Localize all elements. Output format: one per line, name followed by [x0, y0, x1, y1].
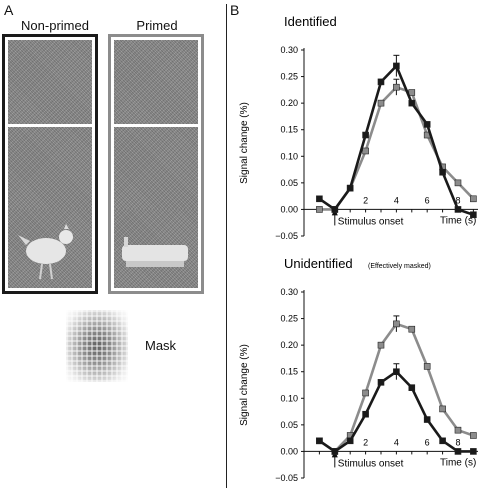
c0-y-tick-label: 0.05: [280, 178, 298, 188]
panel-divider: [226, 4, 227, 488]
c1-x-tick-label: 2: [363, 437, 368, 447]
c1-series-0-point: [423, 416, 431, 423]
c0-y-tick-label: 0.25: [280, 72, 298, 82]
c0-x-tick-label: 4: [394, 195, 399, 205]
c0-x-tick-label: 6: [425, 195, 430, 205]
c1-series-1-point: [439, 405, 446, 413]
c0-y-tick-label: 0.15: [280, 125, 298, 135]
c0-series-1-point: [377, 99, 385, 107]
c1-series-1-line: [318, 322, 474, 454]
c1-series-0-point: [377, 379, 385, 386]
c1-series-1-point: [454, 426, 462, 434]
c0-y-tick-label: 0.00: [280, 204, 298, 214]
c1-series-1-point: [470, 432, 477, 439]
primed-frame: [108, 34, 204, 294]
bathtub-image: [122, 237, 188, 267]
c1-onset-annotation: Stimulus onset: [338, 458, 404, 469]
c0-series-1-point: [393, 83, 400, 91]
c0-y-tick-label: 0.20: [280, 98, 298, 108]
c1-y-tick-label: 0.15: [280, 367, 298, 377]
c0-series-1-point: [408, 89, 416, 96]
panel-a-letter: A: [4, 2, 14, 18]
primed-stimulus-1: [114, 40, 198, 124]
panel-b-letter: B: [230, 2, 240, 18]
c0-x-axis-label: Time (s): [440, 215, 476, 226]
c0-x-tick-label: 2: [363, 195, 368, 205]
c0-series-0-point: [331, 206, 339, 213]
c0-title: Identified: [284, 14, 337, 29]
mask-image: [66, 310, 128, 382]
c0-series-0-point: [439, 168, 446, 176]
c1-x-tick-label: 8: [455, 437, 460, 447]
chart-unidentified: Unidentified (Effectively masked) −0.05 0.0…: [239, 256, 478, 483]
c0-series-0-point: [346, 184, 354, 192]
c1-series-1-point: [362, 389, 369, 397]
c1-y-tick-label: 0.10: [280, 393, 298, 403]
nonprimed-title: Non-primed: [21, 18, 89, 33]
c0-series-0-point: [423, 121, 431, 128]
c1-x-axis-label: Time (s): [440, 457, 476, 468]
c0-y-tick-label: −0.05: [275, 231, 298, 241]
c0-series-0-point: [362, 131, 369, 139]
c1-series-0-point: [454, 448, 462, 455]
c1-subtitle: (Effectively masked): [368, 263, 431, 270]
c1-series-1-point: [408, 325, 416, 333]
c1-series-1-point: [377, 341, 385, 349]
c0-series-1-point: [362, 147, 369, 155]
mask-label: Mask: [145, 338, 177, 353]
chicken-image: [18, 224, 73, 280]
c1-series-0-point: [393, 368, 400, 376]
c1-series-0-point: [346, 437, 354, 445]
nonprimed-stimulus-3: [8, 209, 92, 288]
c1-y-tick-label: 0.05: [280, 420, 298, 430]
primed-stimulus-3: [114, 209, 198, 288]
c1-title: Unidentified: [284, 256, 353, 271]
c0-series-1-point: [470, 195, 477, 203]
c1-series-0-point: [470, 448, 477, 455]
c0-series-1-point: [316, 206, 323, 213]
c1-y-tick-label: 0.30: [280, 287, 298, 297]
c1-x-tick-label: 6: [425, 437, 430, 447]
c1-y-tick-label: 0.00: [280, 446, 298, 456]
c1-series-0-point: [316, 437, 323, 445]
nonprimed-frame: [2, 34, 98, 294]
c0-y-tick-label: 0.10: [280, 151, 298, 161]
c1-y-tick-label: 0.20: [280, 340, 298, 350]
c1-y-axis-label: Signal change (%): [239, 344, 250, 426]
c1-y-tick-label: 0.25: [280, 314, 298, 324]
c0-series-0-point: [393, 62, 400, 70]
c0-series-0-point: [470, 211, 477, 219]
c0-series-1-point: [454, 179, 462, 187]
c0-x-tick-label: 8: [455, 195, 460, 205]
c1-series-0-point: [331, 448, 339, 455]
c0-series-0-point: [408, 99, 416, 107]
c1-series-1-point: [423, 363, 431, 370]
c1-y-tick-label: −0.05: [275, 473, 298, 483]
c0-series-0-point: [316, 195, 323, 203]
c1-series-1-point: [393, 320, 400, 328]
nonprimed-stimulus-2: [8, 127, 92, 211]
c0-series-0-point: [377, 78, 385, 86]
primed-stimulus-2: [114, 127, 198, 211]
c0-y-axis-label: Signal change (%): [239, 102, 250, 184]
c0-series-0-point: [454, 206, 462, 213]
nonprimed-stimulus-1: [8, 40, 92, 124]
c1-x-tick-label: 4: [394, 437, 399, 447]
c1-series-0-point: [439, 437, 446, 445]
c1-series-0-point: [362, 410, 369, 418]
c1-series-0-point: [408, 384, 416, 391]
c0-onset-annotation: Stimulus onset: [338, 216, 404, 227]
c0-y-tick-label: 0.30: [280, 45, 298, 55]
primed-title: Primed: [136, 18, 178, 33]
chart-identified: Identified −0.05 0.00 0.05 0.10 0.15 0.20 0.25 0…: [239, 14, 478, 241]
